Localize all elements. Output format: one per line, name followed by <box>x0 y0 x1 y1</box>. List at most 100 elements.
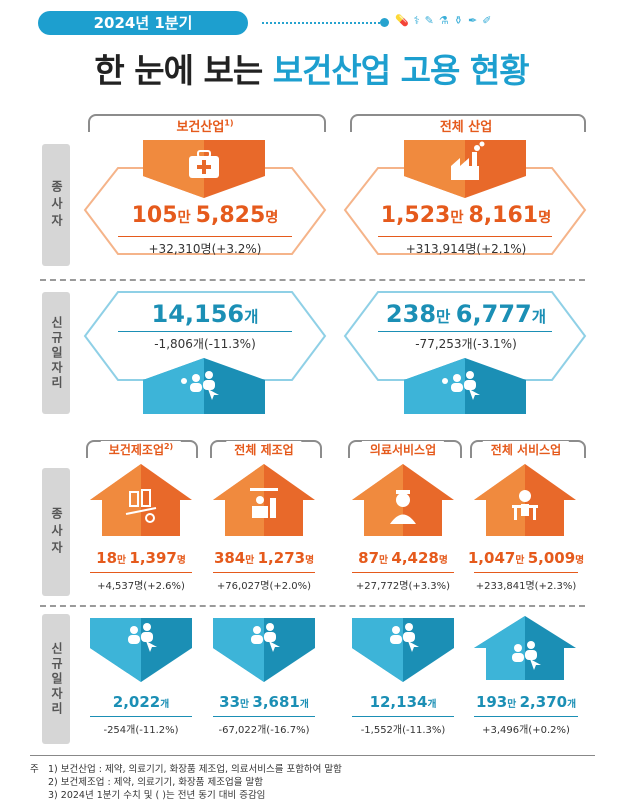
all-service-workers-change: +233,841명(+2.3%) <box>475 581 577 592</box>
stethoscope-icon: ⚕ <box>413 14 425 27</box>
health-manufacturing-label: 보건제조업2) <box>100 441 182 458</box>
value-underline <box>90 716 192 717</box>
restaurant-icon <box>512 490 538 520</box>
health-industry-workers-value: 105만 5,825명 <box>131 203 279 228</box>
people-cursor-icon <box>512 641 541 670</box>
all-industry-bracket <box>350 114 586 132</box>
medical-service-label: 의료서비스업 <box>361 441 445 458</box>
all-manufacturing-workers-change: +76,027명(+2.0%) <box>216 581 312 592</box>
blue-down-arrow <box>352 618 454 682</box>
medical-service-workers-change: +27,772명(+3.3%) <box>355 581 451 592</box>
value-underline <box>378 236 552 237</box>
row-label-text: 신규일자리 <box>49 641 64 717</box>
all-service-workers-value: 1,047만 5,009명 <box>467 549 585 567</box>
row-label-workers-top: 종사자 <box>42 144 70 266</box>
thermometer-icon: ✐ <box>482 14 497 27</box>
all-manufacturing-jobs-change: -67,022개(-16.7%) <box>218 725 310 736</box>
people-cursor-icon <box>128 623 157 652</box>
people-cursor-icon <box>181 371 219 400</box>
title-part-1: 한 눈에 보는 <box>94 51 273 90</box>
all-industry-jobs-change: -77,253개(-3.1%) <box>415 337 517 351</box>
health-industry-jobs-value: 14,156개 <box>151 300 259 328</box>
value-underline <box>474 572 578 573</box>
value-underline <box>352 572 454 573</box>
health-manufacturing-workers-value: 18만 1,397명 <box>96 549 186 567</box>
page-title: 한 눈에 보는 보건산업 고용 현황 <box>0 44 623 92</box>
row-label-workers-bottom: 종사자 <box>42 468 70 596</box>
people-cursor-icon <box>251 623 280 652</box>
row-label-text: 신규일자리 <box>49 315 64 391</box>
blue-down-arrow <box>213 618 315 682</box>
hexagon-outline <box>343 167 587 255</box>
health-industry-workers-change: +32,310명(+3.2%) <box>148 242 262 256</box>
health-industry-label-text: 보건산업 <box>176 120 225 135</box>
footnote-2: 2) 보건제조업 : 제약, 의료기기, 화장품 제조업을 말함 <box>48 777 263 788</box>
row-label-jobs-bottom: 신규일자리 <box>42 614 70 744</box>
value-underline <box>213 572 315 573</box>
health-manufacturing-label-text: 보건제조업 <box>108 443 164 457</box>
blue-down-arrow <box>90 618 192 682</box>
people-cursor-icon <box>442 371 480 400</box>
dotted-divider <box>262 22 380 24</box>
row-divider <box>40 279 585 281</box>
medical-service-jobs-change: -1,552개(-11.3%) <box>360 725 446 736</box>
health-industry-jobs-change: -1,806개(-11.3%) <box>154 337 256 351</box>
orange-banner-light <box>143 140 204 198</box>
syringe-icon: ✎ <box>424 14 439 27</box>
health-manufacturing-workers-change: +4,537명(+2.6%) <box>97 581 185 592</box>
all-industry-workers-change: +313,914명(+2.1%) <box>405 242 527 256</box>
hexagon-outline <box>83 167 327 255</box>
people-cursor-icon <box>390 623 419 652</box>
title-part-2: 보건산업 고용 현황 <box>272 51 530 90</box>
footnote-marker-1: 1) <box>224 118 234 128</box>
pipette-icon: ✒ <box>467 14 483 27</box>
flask-icon: ⚱ <box>453 14 468 27</box>
all-industry-jobs-value: 238만 6,777개 <box>385 300 547 328</box>
value-underline <box>378 331 552 332</box>
hexagon-outline <box>343 291 587 381</box>
blue-banner-light <box>404 358 465 414</box>
microscope-icon: ⚗ <box>438 14 454 27</box>
row-divider <box>40 605 585 607</box>
pills-icon: 💊 <box>395 14 414 27</box>
health-industry-bracket <box>88 114 326 132</box>
factory-icon <box>451 141 485 180</box>
value-underline <box>213 716 315 717</box>
blue-banner-light <box>143 358 204 414</box>
row-label-text: 종사자 <box>49 179 64 231</box>
all-industry-workers-value: 1,523만 8,161명 <box>380 203 552 228</box>
all-service-label: 전체 서비스업 <box>482 441 570 458</box>
row-label-text: 종사자 <box>49 506 64 558</box>
value-underline <box>474 716 578 717</box>
footnote-divider <box>30 755 595 756</box>
period-badge: 2024년 1분기 <box>38 11 248 35</box>
all-manufacturing-jobs-value: 33만 3,681개 <box>219 693 309 711</box>
medicine-icon <box>125 489 157 523</box>
row-label-jobs-top: 신규일자리 <box>42 292 70 414</box>
dotted-divider-end <box>380 18 389 27</box>
health-icons-row: 💊⚕✎⚗⚱✒✐ <box>395 14 496 27</box>
footnote-marker-2: 2) <box>163 442 174 451</box>
footnote-3: 3) 2024년 1분기 수치 및 ( )는 전년 동기 대비 증감임 <box>48 790 266 801</box>
orange-banner-light <box>404 140 465 198</box>
all-manufacturing-workers-value: 384만 1,273명 <box>213 549 315 567</box>
footnote-1: 1) 보건산업 : 제약, 의료기기, 화장품 제조업, 의료서비스를 포함하여… <box>48 764 342 775</box>
all-manufacturing-label: 전체 제조업 <box>226 441 302 458</box>
factory-worker-icon <box>250 488 278 518</box>
value-underline <box>118 236 292 237</box>
medical-service-workers-value: 87만 4,428명 <box>358 549 448 567</box>
health-manufacturing-jobs-change: -254개(-11.2%) <box>103 725 179 736</box>
value-underline <box>352 716 454 717</box>
value-underline <box>118 331 292 332</box>
all-industry-label: 전체 산업 <box>431 116 501 135</box>
hexagon-outline <box>83 291 327 381</box>
all-service-jobs-change: +3,496개(+0.2%) <box>482 725 570 736</box>
footnote-prefix: 주 <box>30 764 39 775</box>
health-manufacturing-jobs-value: 2,022개 <box>112 693 170 711</box>
blue-up-arrow <box>474 616 576 680</box>
all-service-jobs-value: 193만 2,370개 <box>475 693 577 711</box>
health-industry-label: 보건산업1) <box>168 116 242 135</box>
value-underline <box>90 572 192 573</box>
medical-service-jobs-value: 12,134개 <box>369 693 437 711</box>
